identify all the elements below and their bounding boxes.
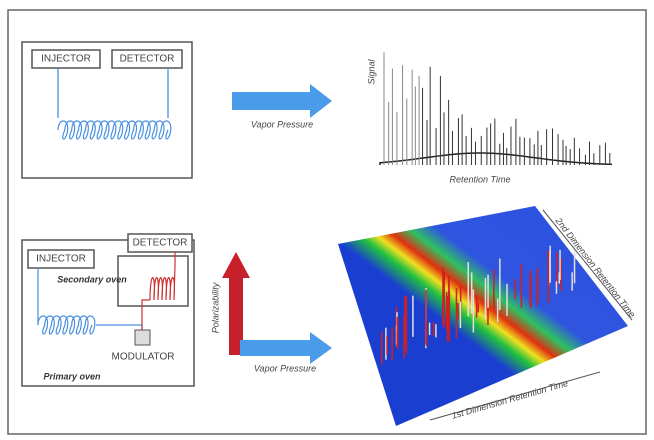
coils xyxy=(37,264,176,335)
column xyxy=(141,252,176,330)
baseline xyxy=(379,152,613,166)
detector-box xyxy=(111,49,183,69)
arrow xyxy=(240,332,332,364)
column xyxy=(57,68,169,118)
injector-label: INJECTOR xyxy=(41,54,91,65)
vertical-arrow xyxy=(222,252,250,355)
secondary-oven-box xyxy=(117,255,189,307)
y-axis-label: Signal xyxy=(366,58,376,84)
secondary-oven-label: Secondary oven xyxy=(57,274,127,284)
arrow-label: Vapor Pressure xyxy=(254,363,316,373)
injector-box xyxy=(31,49,101,69)
detector-label: DETECTOR xyxy=(133,238,188,249)
injector-box xyxy=(27,249,95,269)
chromatogram xyxy=(379,52,613,166)
detector-label: DETECTOR xyxy=(120,54,175,65)
surface-plot xyxy=(338,206,628,426)
coil xyxy=(57,120,172,140)
arrow-label: Vapor Pressure xyxy=(251,119,313,129)
axis-line xyxy=(542,209,633,321)
detector-box xyxy=(127,233,193,253)
primary-oven-label: Primary oven xyxy=(43,371,101,381)
injector-label: INJECTOR xyxy=(36,254,86,265)
coil xyxy=(37,315,96,335)
axis-line xyxy=(429,371,601,421)
coil xyxy=(149,264,176,301)
modulator-box xyxy=(134,329,151,346)
frame xyxy=(7,9,647,435)
x-axis-label: Retention Time xyxy=(450,174,511,184)
surface-peaks xyxy=(380,240,576,365)
modulator-label: MODULATOR xyxy=(112,352,175,363)
vertical-arrow-label: Polarizability xyxy=(210,282,220,333)
arrow xyxy=(232,84,332,118)
